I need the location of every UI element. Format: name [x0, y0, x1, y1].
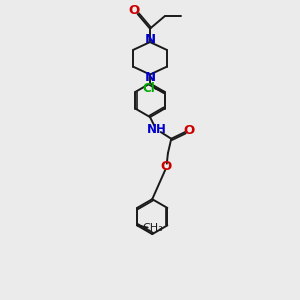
Text: Cl: Cl: [142, 82, 155, 95]
Text: N: N: [144, 71, 156, 84]
Text: O: O: [184, 124, 195, 137]
Text: O: O: [160, 160, 171, 173]
Text: O: O: [128, 4, 139, 16]
Text: NH: NH: [147, 123, 167, 136]
Text: CH₃: CH₃: [142, 223, 163, 232]
Text: N: N: [144, 33, 156, 46]
